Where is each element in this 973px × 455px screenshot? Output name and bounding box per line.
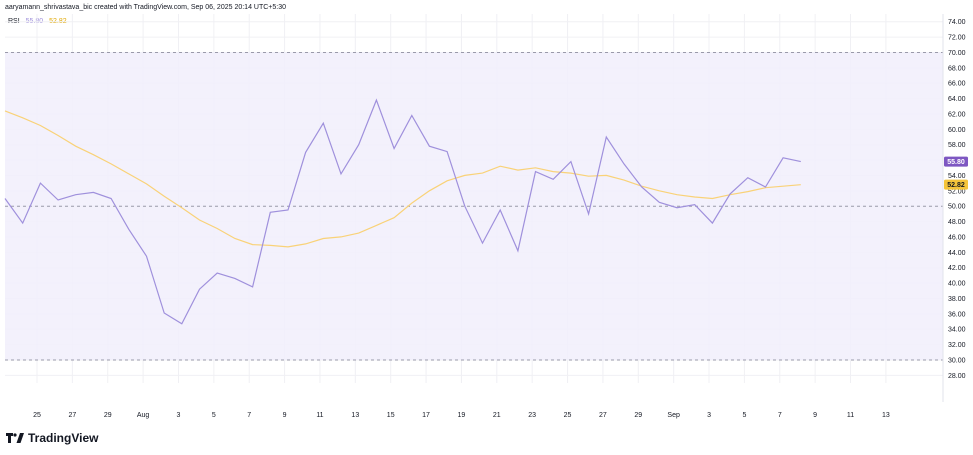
y-tick-label: 58.00 [948, 142, 966, 149]
y-tick-label: 46.00 [948, 234, 966, 241]
ma-series-line [4, 110, 801, 248]
y-tick-label: 68.00 [948, 65, 966, 72]
y-tick-label: 42.00 [948, 265, 966, 272]
y-tick-label: 54.00 [948, 173, 966, 180]
y-tick-label: 62.00 [948, 111, 966, 118]
x-tick-label: 23 [528, 412, 536, 419]
x-tick-label: 13 [882, 412, 890, 419]
y-axis[interactable]: 28.00 30.00 32.00 34.00 36.00 38.00 40.00 42.00… [948, 19, 966, 380]
x-tick-label: 3 [177, 412, 181, 419]
x-tick-label: 3 [707, 412, 711, 419]
y-tick-label: 52.00 [948, 188, 966, 195]
y-tick-label: 50.00 [948, 204, 966, 211]
x-tick-label: 25 [33, 412, 41, 419]
x-tick-label: 7 [778, 412, 782, 419]
x-tick-label: 25 [564, 412, 572, 419]
rsi-last-value-badge: 55.80 [944, 156, 968, 167]
x-tick-label: 7 [247, 412, 251, 419]
x-tick-label: 27 [599, 412, 607, 419]
x-tick-label: Sep [667, 412, 680, 419]
x-tick-label: 29 [634, 412, 642, 419]
x-tick-label: Aug [137, 412, 150, 419]
x-tick-label: 5 [742, 412, 746, 419]
badge-label: 52.82 [947, 182, 965, 189]
brand-name: TradingView [28, 431, 99, 445]
x-tick-label: 19 [458, 412, 466, 419]
y-tick-label: 28.00 [948, 373, 966, 380]
badge-bg [944, 156, 968, 167]
tradingview-logo-icon [6, 433, 24, 443]
y-tick-label: 40.00 [948, 281, 966, 288]
x-tick-label: 11 [316, 412, 323, 419]
y-tick-label: 34.00 [948, 327, 966, 334]
rsi-series-line [4, 98, 801, 325]
x-tick-label: 5 [212, 412, 216, 419]
x-axis[interactable]: 25 27 29 Aug 3 5 7 9 11 13 15 17 19 21 23 25 27 29 Sep 3 5 7 9… [33, 412, 890, 419]
x-tick-label: 29 [104, 412, 112, 419]
chart-credit: aaryamann_shrivastava_bic created with T… [5, 4, 287, 11]
y-tick-label: 36.00 [948, 311, 966, 318]
y-tick-label: 64.00 [948, 96, 966, 103]
x-tick-label: 27 [68, 412, 76, 419]
y-tick-label: 32.00 [948, 342, 966, 349]
x-tick-label: 9 [813, 412, 817, 419]
x-tick-label: 17 [422, 412, 430, 419]
x-tick-label: 15 [387, 412, 395, 419]
y-tick-label: 60.00 [948, 127, 966, 134]
y-tick-label: 72.00 [948, 35, 966, 42]
x-tick-label: 11 [847, 412, 854, 419]
x-tick-label: 9 [283, 412, 287, 419]
x-tick-label: 13 [351, 412, 359, 419]
y-tick-label: 44.00 [948, 250, 966, 257]
tradingview-brand[interactable]: TradingView [6, 431, 98, 445]
y-tick-label: 48.00 [948, 219, 966, 226]
badge-bg [944, 179, 968, 190]
x-tick-label: 21 [493, 412, 501, 419]
ma-last-value-badge: 52.82 [944, 179, 968, 190]
last-value-badges: 55.80 52.82 [944, 156, 968, 190]
y-tick-label: 66.00 [948, 81, 966, 88]
badge-label: 55.80 [947, 159, 965, 166]
y-tick-label: 30.00 [948, 357, 966, 364]
y-tick-label: 74.00 [948, 19, 966, 26]
y-tick-label: 70.00 [948, 50, 966, 57]
y-tick-label: 38.00 [948, 296, 966, 303]
